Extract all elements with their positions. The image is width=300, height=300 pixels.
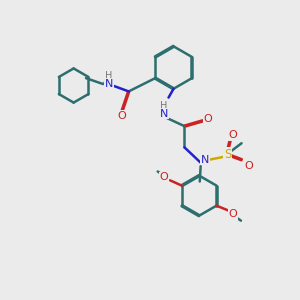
Text: N: N [105, 79, 113, 89]
Text: O: O [244, 160, 253, 171]
Text: H: H [105, 71, 113, 81]
Text: H: H [160, 101, 168, 111]
Text: O: O [118, 111, 127, 121]
Text: O: O [228, 209, 237, 220]
Text: N: N [160, 109, 168, 119]
Text: N: N [201, 155, 209, 165]
Text: S: S [224, 148, 231, 161]
Text: O: O [204, 114, 212, 124]
Text: O: O [229, 130, 237, 140]
Text: O: O [160, 172, 169, 182]
